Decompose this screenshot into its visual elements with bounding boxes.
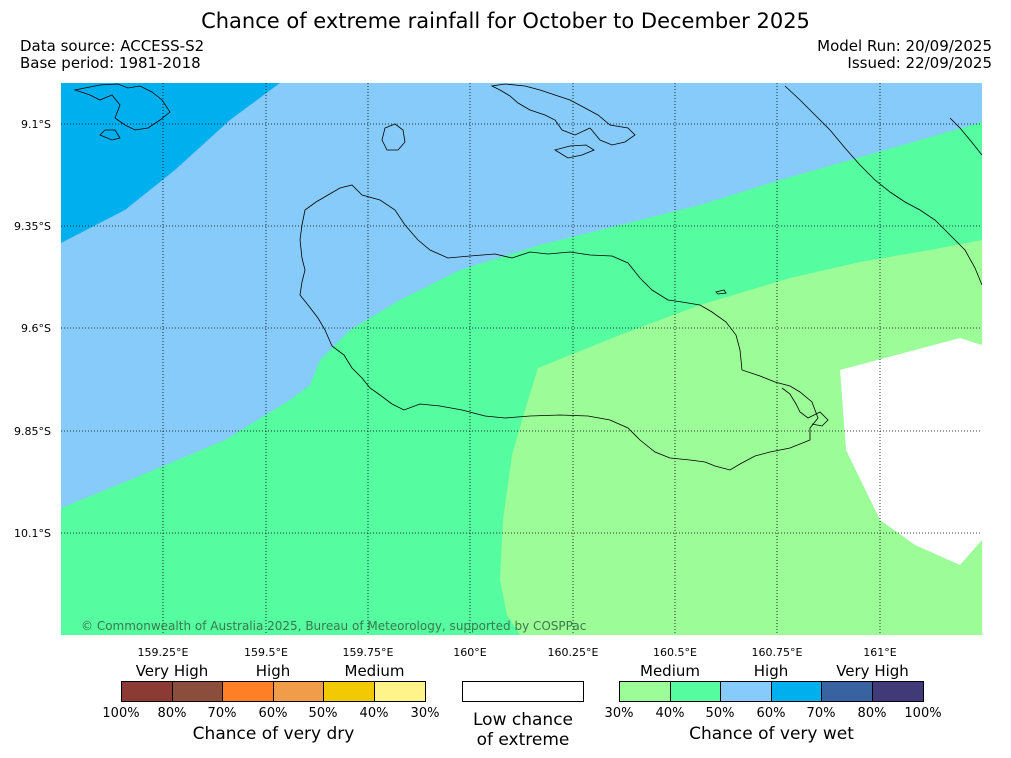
dry-heading-medium: Medium	[344, 662, 405, 680]
data-source: Data source: ACCESS-S2	[20, 37, 205, 55]
dry-heading-very-high: Very High	[135, 662, 209, 680]
dry-heading-high: High	[255, 662, 291, 680]
low-chance-caption: Low chance of extreme	[440, 710, 606, 750]
wet-tick: 30%	[604, 706, 634, 721]
wet-tick: 70%	[806, 706, 836, 721]
lat-label: 9.1°S	[21, 118, 51, 131]
dry-swatch	[274, 682, 324, 701]
coastline-russell-south	[99, 129, 121, 141]
lat-label: 9.6°S	[21, 322, 51, 335]
model-run: Model Run: 20/09/2025	[817, 37, 992, 55]
wet-tick: 80%	[857, 706, 887, 721]
low-chance-line1: Low chance	[473, 710, 573, 730]
wet-swatch	[822, 682, 873, 701]
lon-label: 159.25°E	[138, 646, 189, 659]
base-period: Base period: 1981-2018	[20, 54, 201, 72]
dry-tick: 70%	[207, 706, 237, 721]
wet-tick: 40%	[655, 706, 685, 721]
wet-heading-very-high: Very High	[836, 662, 909, 680]
issued-date: Issued: 22/09/2025	[847, 54, 992, 72]
low-chance-line2: of extreme	[476, 730, 570, 750]
coastline-florida-south	[553, 144, 595, 159]
wet-heading-high: High	[753, 662, 789, 680]
low-chance-swatch	[462, 681, 584, 702]
wet-swatch	[620, 682, 671, 701]
lon-label: 160.75°E	[752, 646, 803, 659]
lat-label: 9.85°S	[14, 425, 51, 438]
coastline-marau	[781, 387, 829, 427]
coastline-small-island	[715, 289, 727, 295]
dry-tick: 50%	[308, 706, 338, 721]
wet-heading-medium: Medium	[640, 662, 700, 680]
map-layers	[61, 83, 982, 635]
lat-label: 10.1°S	[14, 527, 51, 540]
dry-swatch	[122, 682, 173, 701]
zone-high-wet	[61, 83, 982, 508]
dry-caption: Chance of very dry	[192, 724, 355, 744]
dry-swatch	[375, 682, 425, 701]
lon-label: 160.5°E	[653, 646, 697, 659]
lat-label: 9.35°S	[14, 220, 51, 233]
wet-tick: 60%	[756, 706, 786, 721]
meta-left: Data source: ACCESS-S2 Base period: 1981…	[20, 38, 204, 72]
longitude-labels: 159.25°E 159.5°E 159.75°E 160°E 160.25°E…	[138, 646, 897, 659]
coastline-savo	[381, 123, 406, 151]
coastline-malaita	[784, 85, 982, 286]
latitude-labels: 9.1°S 9.35°S 9.6°S 9.85°S 10.1°S	[14, 118, 51, 540]
graticule	[61, 83, 982, 635]
lon-label: 161°E	[863, 646, 896, 659]
wet-caption: Chance of very wet	[689, 724, 854, 744]
lon-label: 159.5°E	[244, 646, 288, 659]
copyright-note: © Commonwealth of Australia 2025, Bureau…	[81, 619, 586, 633]
meta-right: Model Run: 20/09/2025 Issued: 22/09/2025	[817, 38, 992, 72]
wet-swatch	[721, 682, 772, 701]
zone-low-chance	[840, 338, 982, 565]
dry-tick: 100%	[102, 706, 140, 721]
lon-label: 159.75°E	[343, 646, 394, 659]
dry-swatch	[324, 682, 375, 701]
wet-swatch	[873, 682, 923, 701]
chart-title: Chance of extreme rainfall for October t…	[201, 9, 810, 33]
wet-swatch	[772, 682, 822, 701]
wet-colorbar	[619, 681, 924, 702]
lon-label: 160°E	[453, 646, 486, 659]
wet-tick: 50%	[705, 706, 735, 721]
wet-swatch	[671, 682, 721, 701]
coastline-florida-islands	[490, 83, 636, 146]
dry-tick: 40%	[359, 706, 389, 721]
wet-tick: 100%	[904, 706, 942, 721]
dry-swatch	[223, 682, 274, 701]
dry-colorbar	[121, 681, 426, 702]
dry-tick: 60%	[258, 706, 288, 721]
dry-tick: 30%	[410, 706, 440, 721]
lon-label: 160.25°E	[548, 646, 599, 659]
coastline-guadalcanal	[299, 184, 819, 471]
dry-swatch	[173, 682, 223, 701]
dry-tick: 80%	[157, 706, 187, 721]
zone-high2-wet	[61, 83, 280, 243]
